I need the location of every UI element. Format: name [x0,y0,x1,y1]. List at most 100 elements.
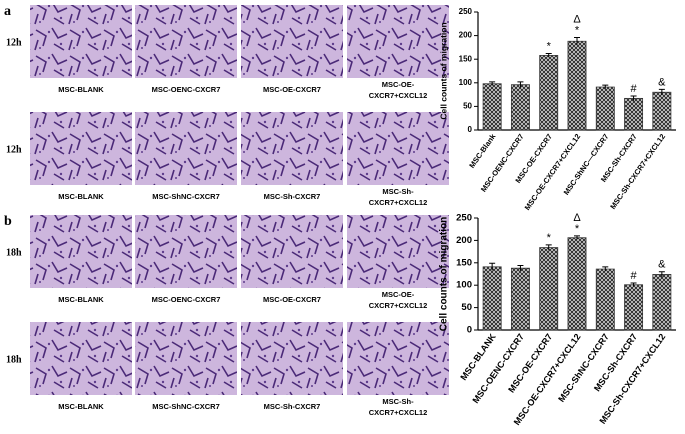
bar [539,247,559,331]
error-bar [517,264,524,271]
micrograph [241,112,343,185]
y-tick-label: 50 [461,302,472,313]
significance-mark: * [575,223,580,235]
y-axis-label: Cell counts of migration [439,217,450,331]
caption: MSC-Sh-CXCR7 [264,192,321,201]
bar [652,91,672,131]
micrograph [135,215,237,288]
caption: MSC-OENC-CXCR7 [152,295,221,304]
y-tick-label: 150 [459,54,473,63]
y-tick-label: 200 [456,235,472,246]
caption: MSC-BLANK [58,295,104,304]
micrograph [30,215,132,288]
bar [624,97,644,131]
time-label: 12h [6,144,22,155]
significance-mark: & [658,76,666,88]
caption: MSC-ShNC-CXCR7 [152,402,220,411]
significance-mark: * [575,24,580,36]
bar [510,84,530,131]
caption: MSC-OE-CXCR7 [263,295,321,304]
bar [510,267,530,331]
caption: MSC-BLANK [58,402,104,411]
caption: MSC-OE- [382,290,415,299]
y-tick-label: 100 [456,280,472,291]
x-tick-label: MSC-OE-CXCR7+CXCL12 [523,132,583,212]
micrograph [241,5,343,78]
micrograph [347,5,449,78]
bar [567,237,587,331]
x-tick-label: MSC-OENC-CXCR7 [470,332,526,405]
caption: MSC-BLANK [58,85,104,94]
time-label: 12h [6,37,22,48]
y-tick-label: 150 [456,257,472,268]
caption: CXCR7+CXCL12 [369,198,428,207]
error-bar [630,95,637,101]
caption: MSC-OENC-CXCR7 [152,85,221,94]
y-tick-label: 50 [463,102,472,111]
y-tick-label: 0 [467,325,472,336]
caption: CXCR7+CXCL12 [369,408,428,417]
error-bar [517,81,524,88]
bar [482,266,502,331]
error-bar [545,244,552,251]
y-tick-label: 250 [456,213,472,224]
time-label: 18h [6,354,22,365]
significance-mark: Δ [573,212,581,224]
significance-mark: # [631,83,638,95]
bar [539,55,559,131]
error-bar [658,271,665,278]
bar [652,274,672,331]
significance-mark: # [631,270,638,282]
error-bar [574,36,580,46]
error-bar [545,53,552,58]
error-bar [489,81,496,86]
bar [595,86,615,131]
x-tick-label: MSC-ShNC-CXCR7 [556,332,611,404]
y-tick-label: 200 [459,31,473,40]
micrograph [241,215,343,288]
x-tick-label: MSC-Sh-CXCR7+CXCL12 [608,132,667,211]
error-bar [630,282,637,287]
bar [595,268,615,331]
panel-label: a [4,4,11,19]
micrograph [30,322,132,395]
micrograph [241,322,343,395]
micrograph [347,215,449,288]
error-bar [489,262,496,271]
caption: MSC-OE-CXCR7 [263,85,321,94]
micrograph [135,322,237,395]
significance-mark: & [658,259,666,271]
caption: MSC-Sh-CXCR7 [264,402,321,411]
micrograph [30,112,132,185]
micrograph [30,5,132,78]
y-tick-label: 100 [459,78,473,87]
error-bar [574,235,580,240]
error-bar [602,84,609,89]
x-tick-label: MSC-Blank [467,131,498,169]
bar [482,83,502,131]
caption: MSC-BLANK [58,192,104,201]
caption: CXCR7+CXCL12 [369,301,428,310]
y-tick-label: 250 [459,7,473,16]
micrograph [347,322,449,395]
bar [567,40,587,131]
panel-label: b [4,214,12,229]
caption: MSC-ShNC-CXCR7 [152,192,220,201]
micrograph [135,112,237,185]
micrograph [135,5,237,78]
caption: MSC-OE- [382,80,415,89]
caption: CXCR7+CXCL12 [369,91,428,100]
significance-mark: * [547,40,552,52]
error-bar [602,266,609,272]
micrograph [347,112,449,185]
time-label: 18h [6,247,22,258]
caption: MSC-Sh- [382,397,414,406]
significance-mark: * [547,232,552,244]
y-axis-label: Cell counts of migration [438,22,448,119]
y-tick-label: 0 [468,125,473,134]
significance-mark: Δ [573,13,581,25]
bar [624,284,644,331]
caption: MSC-Sh- [382,187,414,196]
error-bar [658,88,665,96]
